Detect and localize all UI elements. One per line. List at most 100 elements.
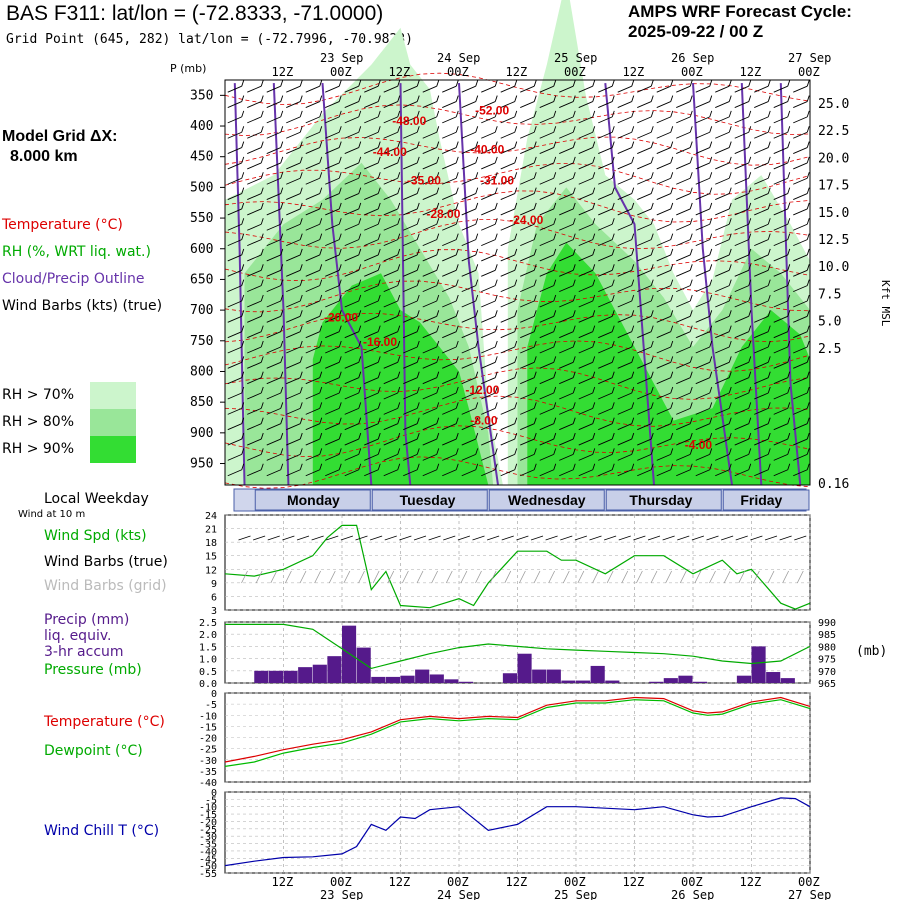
wind-barb-upper	[403, 407, 418, 415]
wind-barb-flag	[670, 248, 674, 256]
wind-barb-flag	[338, 172, 342, 179]
wind-barb-upper	[481, 346, 496, 354]
wind-barb-flag	[553, 187, 557, 194]
wind-barb-flag	[377, 110, 381, 118]
wind-barb-flag	[533, 218, 537, 225]
wind-barb-flag	[631, 356, 635, 363]
chill-panel-tick-label: 0	[211, 788, 217, 799]
wind-barb-flag	[767, 172, 771, 179]
wind-barb-upper	[461, 423, 476, 431]
wind-barb-flag	[319, 233, 323, 240]
wind-barb-flag	[475, 402, 479, 409]
wind-barb-upper	[578, 239, 593, 247]
wind-barb-upper	[676, 116, 691, 124]
wind-barb-upper	[578, 193, 593, 201]
wind-barb-flag	[533, 371, 537, 378]
wind-barb-flag	[338, 340, 342, 348]
wind-barb-flag	[338, 202, 342, 210]
wind-barb-flag	[650, 417, 654, 424]
wind-barb-upper	[325, 101, 340, 108]
wind-barb-upper	[442, 208, 457, 216]
wind-barb-upper	[676, 392, 691, 400]
wind-barb-flag	[572, 279, 576, 286]
wind-barb-flag	[358, 448, 362, 455]
precip-bar	[561, 680, 576, 683]
wind-barb-upper	[364, 223, 379, 231]
wind-barb-upper	[520, 407, 535, 415]
surface-barb-grid	[299, 570, 307, 584]
wind-barb-flag	[514, 432, 518, 440]
wind-barb-flag	[241, 417, 245, 424]
wind-barb-flag	[709, 95, 713, 102]
wind-barb-flag	[592, 126, 596, 133]
wind-barb-flag	[631, 325, 635, 332]
wind-barb-flag	[338, 233, 342, 240]
wind-barb-upper	[266, 331, 281, 339]
wind-barb-flag	[241, 110, 245, 118]
wind-barb-upper	[325, 177, 340, 185]
wind-barb-flag	[319, 448, 323, 455]
wind-barb-upper	[734, 300, 749, 308]
wind-barb-upper	[578, 392, 593, 400]
wind-barb-upper	[500, 208, 515, 216]
wind-barb-flag	[241, 172, 245, 179]
wind-barb-flag	[358, 187, 362, 194]
wind-barb-flag	[748, 187, 752, 194]
weekday-label: Friday	[740, 492, 782, 508]
wind-barb-upper	[637, 193, 652, 201]
wind-barb-upper	[715, 223, 730, 231]
wind-barb-upper	[247, 239, 262, 247]
wind-barb-upper	[656, 300, 671, 308]
wind-barb-flag	[475, 126, 479, 133]
wind-barb-flag	[611, 356, 615, 363]
wind-barb-flag	[280, 95, 284, 102]
wind-barb-upper	[325, 223, 340, 231]
height-tick-label: 12.5	[818, 233, 849, 248]
wind-barb-flag	[709, 371, 713, 378]
wind-barb-flag	[689, 432, 693, 440]
wind-barb-upper	[325, 162, 340, 170]
wind-barb-upper	[617, 361, 632, 369]
wind-barb-flag	[806, 248, 810, 256]
temp-panel-tick-label: -40	[199, 778, 217, 789]
wind-barb-flag	[299, 371, 303, 378]
wind-barb-upper	[520, 423, 535, 431]
wind-barb-flag	[592, 248, 596, 256]
wind-barb-flag	[280, 448, 284, 455]
wind-barb-flag	[319, 248, 323, 256]
wind-barb-upper	[734, 315, 749, 323]
wind-barb-upper	[325, 392, 340, 400]
wind-barb-flag	[709, 202, 713, 210]
wind-barb-upper	[754, 346, 769, 354]
wind-barb-flag	[767, 95, 771, 102]
legend-rh70: RH > 70%	[2, 387, 75, 403]
wind-barb-upper	[695, 423, 710, 431]
top-date-label: 24 Sep	[437, 51, 480, 65]
wind-barb-flag	[670, 80, 674, 87]
wind-barb-flag	[514, 218, 518, 225]
wind-barb-upper	[461, 315, 476, 323]
wind-barb-upper	[598, 331, 613, 339]
wind-barb-flag	[670, 371, 674, 378]
wind-barb-flag	[241, 218, 245, 225]
wind-barb-upper	[793, 423, 808, 431]
wind-barb-flag	[416, 294, 420, 302]
wind-barb-flag	[670, 95, 674, 102]
wind-barb-upper	[403, 392, 418, 400]
wind-barb-flag	[455, 325, 459, 332]
wind-barb-flag	[572, 463, 576, 470]
wind-barb-upper	[461, 407, 476, 415]
wind-barb-flag	[494, 80, 498, 87]
wind-barb-flag	[377, 202, 381, 210]
wind-barb-flag	[455, 141, 459, 148]
wind-barb-flag	[338, 371, 342, 378]
wind-barb-flag	[416, 417, 420, 424]
wind-barb-flag	[592, 187, 596, 194]
wind-barb-upper	[559, 177, 574, 185]
wind-barb-upper	[539, 453, 554, 461]
wind-barb-flag	[475, 325, 479, 332]
wind-barb-upper	[227, 438, 242, 446]
wind-barb-upper	[403, 223, 418, 231]
wind-barb-flag	[319, 80, 323, 87]
wind-barb-flag	[358, 325, 362, 332]
